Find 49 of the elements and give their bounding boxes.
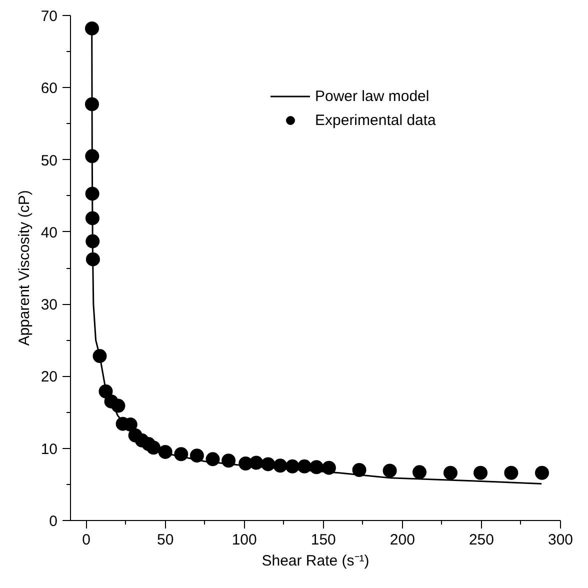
point	[85, 186, 100, 201]
legend-label: Power law model	[315, 88, 430, 104]
point	[146, 440, 160, 455]
point	[273, 458, 288, 473]
y-tick-label: 40	[40, 224, 58, 242]
point	[84, 22, 99, 36]
point	[158, 444, 172, 459]
x-tick-label: 200	[390, 532, 415, 548]
point	[443, 466, 458, 480]
point	[249, 456, 264, 470]
x-tick-label: 100	[232, 532, 257, 548]
point	[535, 466, 550, 480]
x-tick-label: 150	[310, 532, 336, 548]
point	[322, 460, 336, 475]
point	[412, 465, 427, 480]
y-tick-label: 0	[49, 513, 58, 530]
point	[85, 149, 100, 164]
point	[174, 447, 188, 462]
point	[84, 97, 99, 112]
x-tick-label: 0	[82, 532, 90, 548]
x-tick-label: 250	[468, 532, 494, 548]
y-axis-title: Apparent Viscosity (cP)	[16, 190, 33, 346]
point	[206, 452, 220, 466]
point	[285, 459, 300, 474]
point	[92, 349, 107, 363]
point	[111, 398, 126, 413]
point	[297, 459, 312, 474]
legend-label: Experimental data	[315, 112, 436, 128]
x-tick-label: 50	[156, 532, 174, 548]
point	[261, 457, 276, 472]
x-axis-title: Shear Rate (s⁻¹)	[262, 552, 370, 570]
point	[98, 384, 113, 398]
point	[86, 252, 100, 266]
point	[309, 460, 324, 474]
y-tick-label: 20	[40, 368, 58, 386]
y-tick-label: 50	[40, 152, 58, 170]
point	[222, 454, 236, 468]
x-tick-label: 300	[548, 532, 574, 548]
point	[382, 464, 397, 478]
point	[352, 463, 366, 477]
point	[190, 448, 204, 463]
point	[85, 211, 100, 226]
point	[504, 466, 518, 480]
y-tick-label: 30	[40, 296, 58, 314]
y-tick-label: 60	[40, 80, 58, 98]
point	[474, 466, 488, 480]
y-tick-label: 70	[40, 8, 58, 25]
y-tick-label: 10	[40, 440, 58, 458]
point	[86, 234, 100, 248]
